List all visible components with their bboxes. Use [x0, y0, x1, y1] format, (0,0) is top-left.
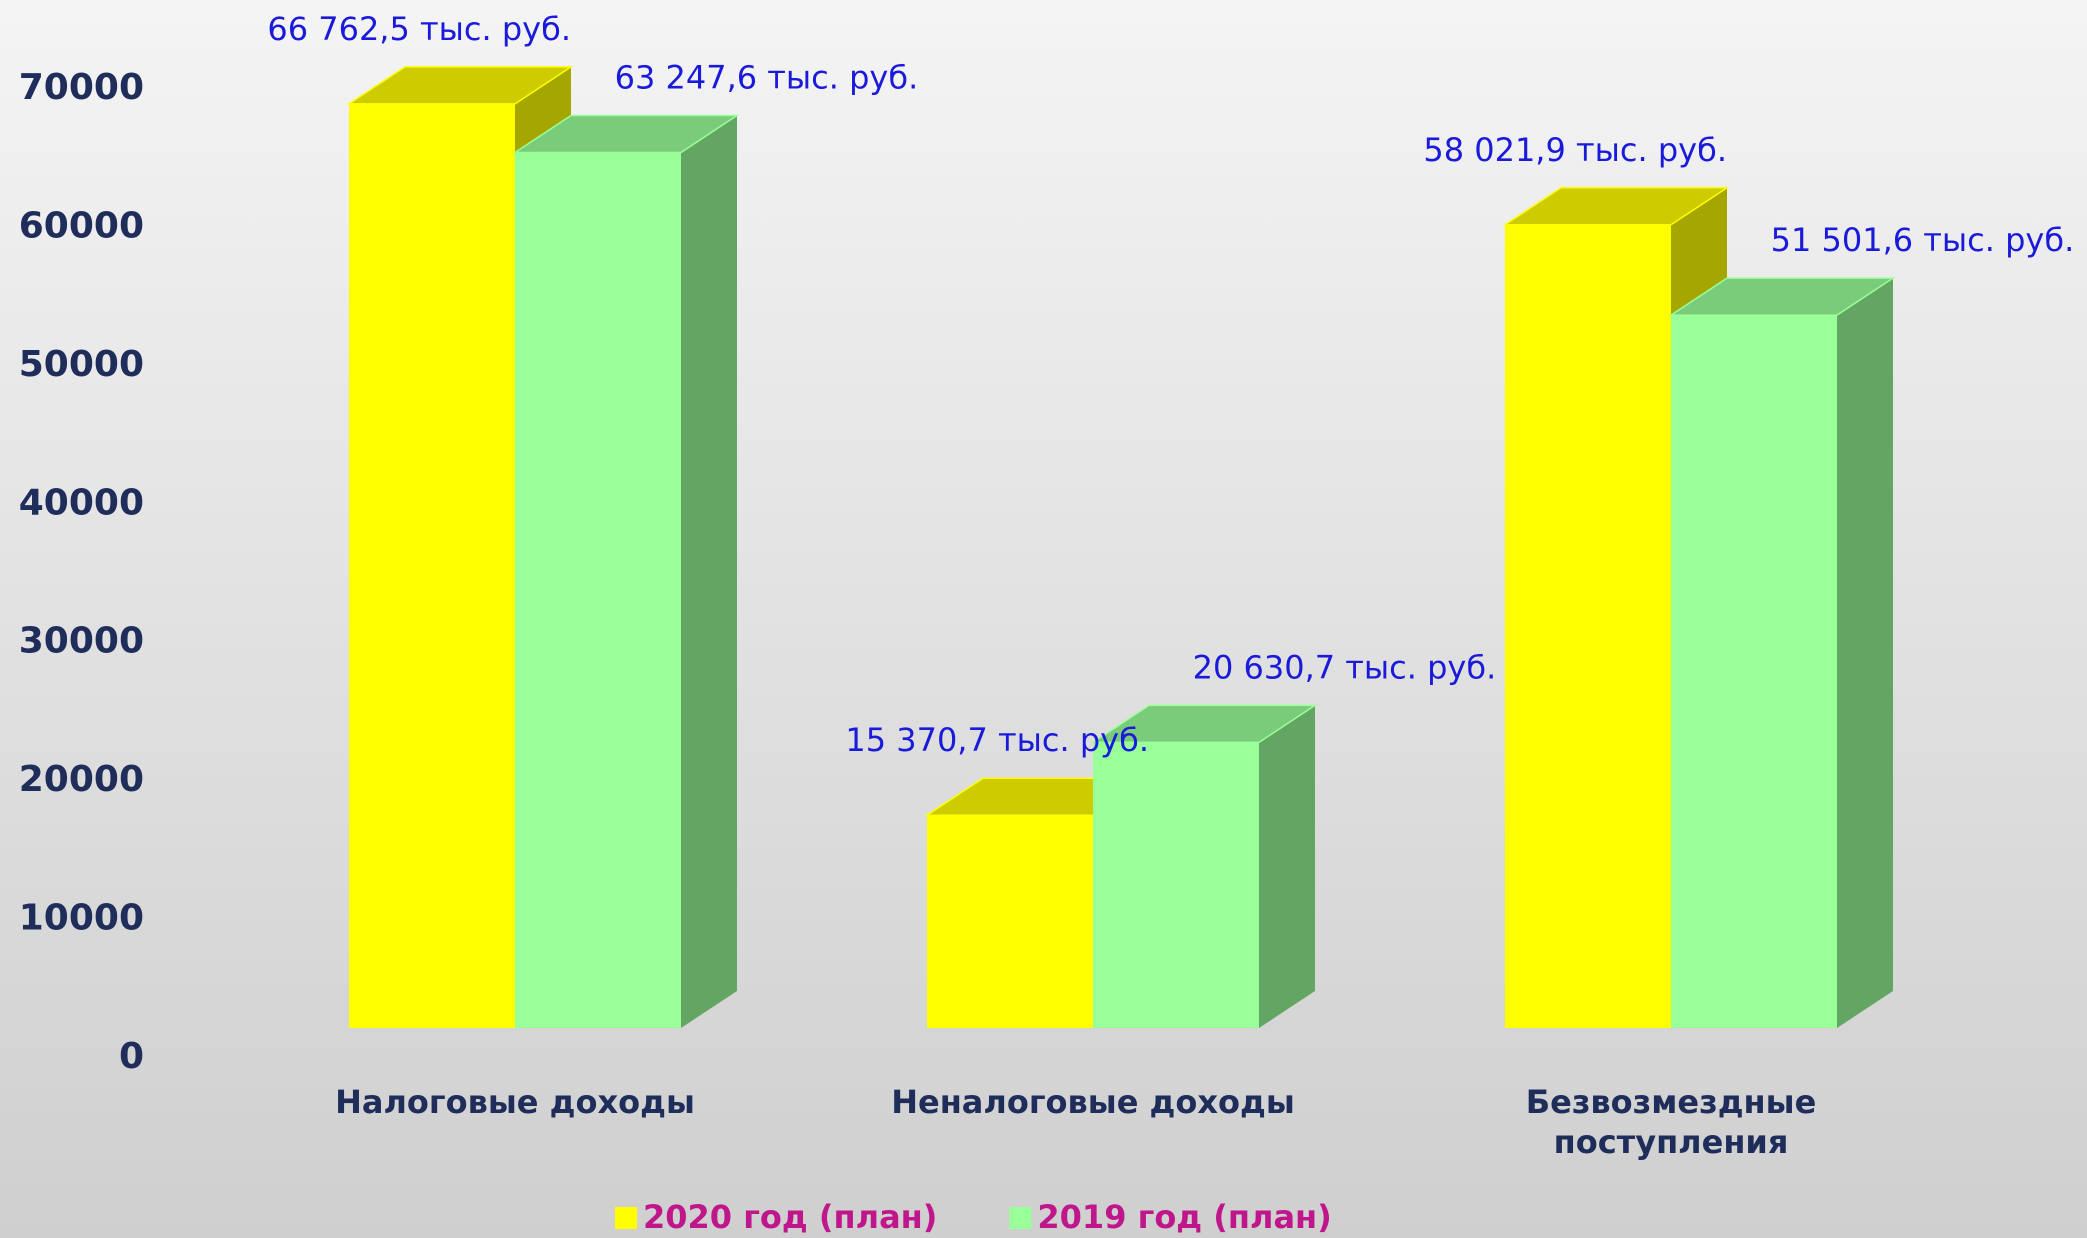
x-tick-label: Налоговые доходы: [335, 1083, 695, 1121]
legend-swatch: [615, 1207, 637, 1229]
value-label: 20 630,7 тыс. руб.: [1193, 648, 1497, 686]
bar-side: [1837, 278, 1893, 1029]
bar: [349, 103, 515, 1028]
y-tick-label: 30000: [19, 621, 144, 662]
bar: [927, 815, 1093, 1028]
value-label: 66 762,5 тыс. руб.: [267, 10, 571, 48]
value-label: 63 247,6 тыс. руб.: [615, 58, 919, 96]
bar: [1093, 742, 1259, 1028]
y-tick-label: 60000: [19, 205, 144, 246]
value-label: 58 021,9 тыс. руб.: [1423, 131, 1727, 169]
bar-side: [681, 115, 737, 1028]
bar: [1671, 315, 1837, 1029]
y-tick-label: 20000: [19, 759, 144, 800]
legend-swatch: [1009, 1207, 1032, 1229]
bar: [1505, 224, 1671, 1028]
legend-label: 2020 год (план): [643, 1198, 937, 1236]
y-tick-label: 70000: [19, 67, 144, 108]
bar-side: [1259, 705, 1315, 1028]
y-tick-label: 10000: [19, 898, 144, 939]
y-tick-label: 50000: [19, 344, 144, 385]
y-tick-label: 40000: [19, 482, 144, 523]
bar: [515, 152, 681, 1028]
value-label: 51 501,6 тыс. руб.: [1771, 221, 2075, 259]
legend-label: 2019 год (план): [1037, 1198, 1331, 1236]
x-tick-label: Безвозмездные поступления: [1525, 1083, 1817, 1161]
y-tick-label: 0: [119, 1036, 144, 1077]
value-label: 15 370,7 тыс. руб.: [845, 721, 1149, 759]
x-tick-label: Неналоговые доходы: [891, 1083, 1295, 1121]
